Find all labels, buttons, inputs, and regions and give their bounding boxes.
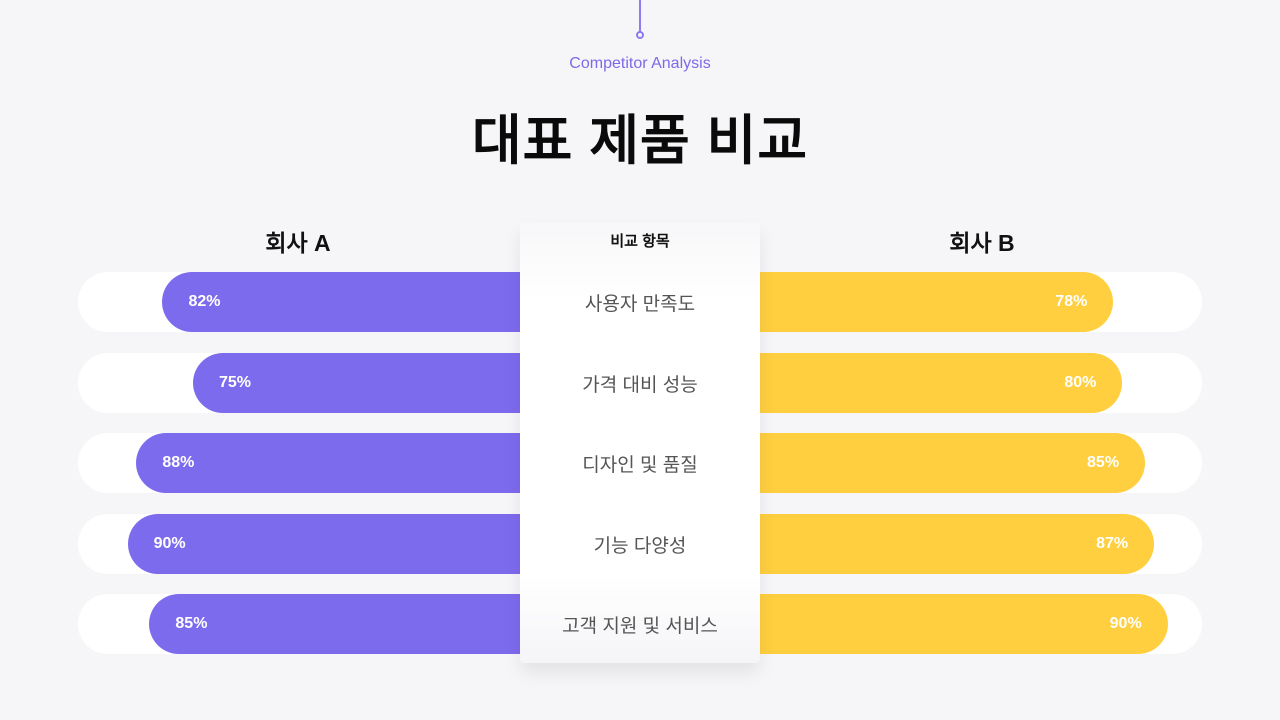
category-label: 디자인 및 품질 <box>582 454 698 476</box>
value-label-b: 90% <box>1109 615 1142 632</box>
bar-company-a: 82% <box>162 272 540 332</box>
company-a-header: 회사 A <box>265 230 331 256</box>
category-label: 사용자 만족도 <box>584 293 696 315</box>
company-b-header: 회사 B <box>949 230 1015 256</box>
value-label-b: 78% <box>1055 293 1088 310</box>
bar-company-a: 85% <box>149 594 540 654</box>
bar-company-a: 88% <box>136 433 540 493</box>
subtitle: Competitor Analysis <box>569 55 711 72</box>
value-label-b: 87% <box>1096 535 1129 552</box>
page-title: 대표 제품 비교 <box>471 111 809 171</box>
category-label: 가격 대비 성능 <box>582 374 698 396</box>
bar-company-b: 87% <box>740 514 1155 574</box>
bar-company-b: 80% <box>740 353 1123 413</box>
value-label-a: 90% <box>153 535 186 552</box>
top-connector-line <box>639 0 641 32</box>
category-header: 비교 항목 <box>610 233 670 250</box>
category-label: 고객 지원 및 서비스 <box>562 615 718 637</box>
bar-company-b: 85% <box>740 433 1146 493</box>
value-label-a: 88% <box>162 454 195 471</box>
bar-company-a: 90% <box>127 514 540 574</box>
value-label-b: 80% <box>1064 374 1097 391</box>
bar-company-b: 90% <box>740 594 1168 654</box>
bar-company-b: 78% <box>740 272 1114 332</box>
value-label-a: 75% <box>219 374 252 391</box>
value-label-b: 85% <box>1087 454 1120 471</box>
value-label-a: 85% <box>175 615 208 632</box>
bar-company-a: 75% <box>193 353 540 413</box>
value-label-a: 82% <box>188 293 221 310</box>
top-connector-dot <box>636 31 644 39</box>
category-label: 기능 다양성 <box>593 535 687 557</box>
